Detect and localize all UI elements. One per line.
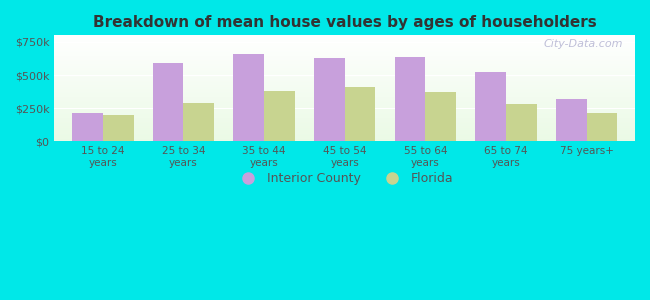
Bar xyxy=(586,113,618,141)
Bar xyxy=(183,103,214,141)
Bar xyxy=(344,87,376,141)
Text: City-Data.com: City-Data.com xyxy=(544,38,623,49)
Bar xyxy=(72,113,103,141)
Bar xyxy=(556,99,586,141)
Legend: Interior County, Florida: Interior County, Florida xyxy=(231,167,459,190)
Bar xyxy=(506,104,537,141)
Title: Breakdown of mean house values by ages of householders: Breakdown of mean house values by ages o… xyxy=(93,15,597,30)
Bar xyxy=(475,72,506,141)
Bar xyxy=(264,91,294,141)
Bar xyxy=(103,115,133,141)
Bar xyxy=(233,54,264,141)
Bar xyxy=(395,57,425,141)
Bar xyxy=(314,58,344,141)
Bar xyxy=(425,92,456,141)
Bar xyxy=(153,63,183,141)
